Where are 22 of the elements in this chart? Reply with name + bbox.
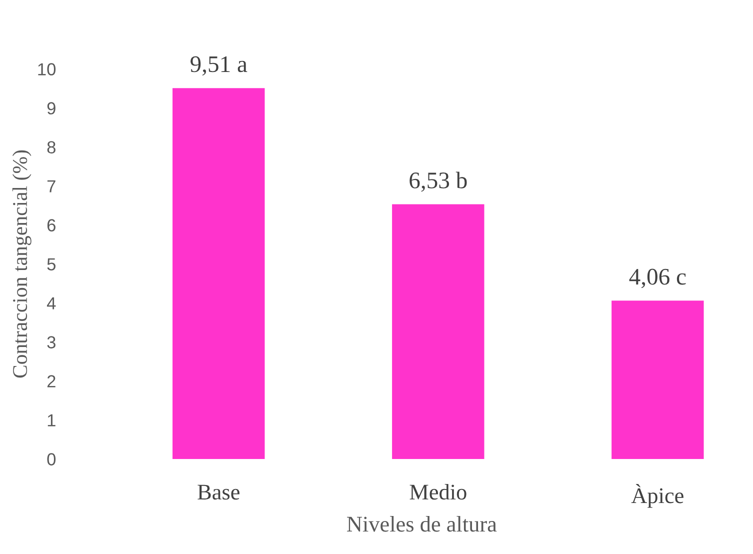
x-tick-label: Àpice (631, 484, 684, 508)
data-label: 4,06 c (629, 268, 686, 288)
y-axis-title: Contraccion tangencial (%) (12, 150, 32, 378)
y-tick-label: 9 (47, 102, 56, 114)
y-tick-label: 4 (46, 297, 56, 310)
y-tick-label: 7 (47, 180, 56, 192)
x-axis-title: Niveles de altura (347, 516, 497, 532)
bar (172, 88, 265, 459)
y-tick-label: 6 (47, 219, 56, 232)
y-tick-label: 3 (47, 336, 56, 348)
y-tick-label: 10 (38, 63, 56, 76)
y-tick-label: 5 (47, 258, 56, 270)
bar (612, 300, 704, 459)
data-label: 6,53 b (410, 172, 467, 192)
y-tick-label: 8 (47, 141, 56, 154)
y-tick-label: 1 (48, 414, 56, 426)
bar (392, 204, 484, 459)
y-tick-label: 2 (47, 375, 56, 388)
x-tick-label: Medio (410, 484, 466, 500)
y-tick-label: 0 (47, 453, 56, 466)
x-tick-label: Base (198, 484, 240, 500)
data-label: 9,51 a (190, 56, 248, 76)
